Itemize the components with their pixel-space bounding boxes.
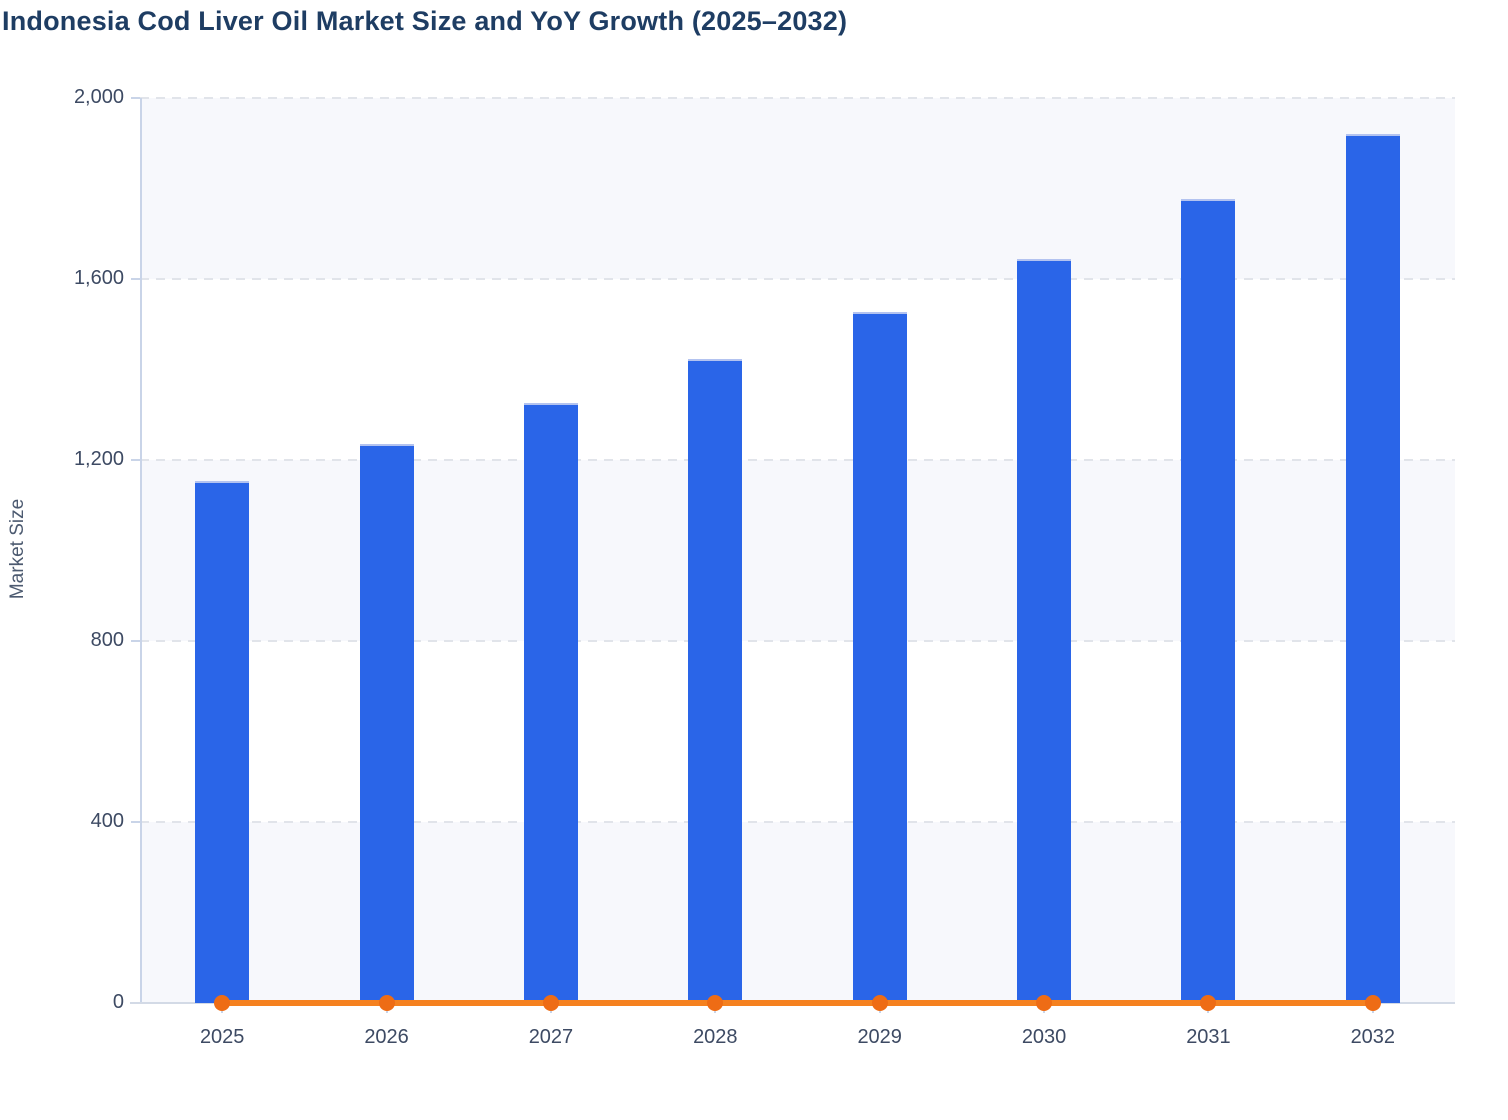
gridline-1200 bbox=[140, 459, 1455, 461]
y-tick-mark-1200 bbox=[131, 459, 140, 461]
plot-band-0 bbox=[140, 822, 1455, 1003]
y-tick-mark-800 bbox=[131, 640, 140, 642]
gridline-800 bbox=[140, 640, 1455, 642]
x-tick-label-2028: 2028 bbox=[693, 1026, 738, 1048]
yoy-marker-2029 bbox=[871, 995, 888, 1011]
bar-2028 bbox=[688, 359, 743, 1003]
yoy-marker-2030 bbox=[1036, 995, 1053, 1011]
yoy-marker-2032 bbox=[1364, 995, 1381, 1011]
x-tick-label-2027: 2027 bbox=[528, 1026, 574, 1048]
bar-2031 bbox=[1181, 198, 1236, 1003]
plot-band-1600 bbox=[140, 98, 1455, 279]
y-tick-label-1600: 1,600 bbox=[73, 267, 124, 289]
y-tick-label-2000: 2,000 bbox=[73, 86, 124, 108]
y-tick-label-400: 400 bbox=[90, 810, 124, 832]
yoy-marker-2025 bbox=[214, 995, 231, 1011]
yoy-marker-2028 bbox=[707, 995, 724, 1011]
yoy-marker-2026 bbox=[378, 995, 395, 1011]
x-tick-label-2029: 2029 bbox=[857, 1026, 902, 1048]
bar-2029 bbox=[852, 312, 907, 1003]
gridline-2000 bbox=[140, 97, 1455, 99]
plot-band-1200 bbox=[140, 279, 1455, 460]
bar-2027 bbox=[523, 402, 578, 1003]
y-axis-title: Market Size bbox=[7, 498, 28, 600]
y-axis-line bbox=[140, 98, 142, 1003]
y-tick-label-800: 800 bbox=[90, 629, 124, 651]
chart-title: Indonesia Cod Liver Oil Market Size and … bbox=[2, 6, 848, 36]
yoy-marker-2031 bbox=[1200, 995, 1217, 1011]
y-tick-label-1200: 1,200 bbox=[73, 448, 124, 470]
y-tick-label-0: 0 bbox=[112, 991, 124, 1013]
bar-2030 bbox=[1017, 259, 1072, 1003]
x-tick-label-2026: 2026 bbox=[364, 1026, 409, 1048]
x-tick-label-2025: 2025 bbox=[199, 1026, 245, 1048]
gridline-1600 bbox=[140, 278, 1455, 280]
x-tick-label-2032: 2032 bbox=[1350, 1026, 1396, 1048]
x-tick-label-2031: 2031 bbox=[1186, 1026, 1231, 1048]
y-tick-mark-2000 bbox=[131, 97, 140, 99]
bar-2032 bbox=[1345, 134, 1400, 1003]
gridline-400 bbox=[140, 821, 1455, 823]
y-tick-mark-1600 bbox=[131, 278, 140, 280]
y-tick-mark-400 bbox=[131, 821, 140, 823]
x-tick-label-2030: 2030 bbox=[1021, 1026, 1067, 1048]
bar-2026 bbox=[359, 444, 414, 1003]
yoy-marker-2027 bbox=[542, 995, 559, 1011]
plot-band-800 bbox=[140, 460, 1455, 641]
plot-band-400 bbox=[140, 641, 1455, 822]
yoy-growth-line bbox=[222, 1000, 1373, 1006]
bar-2025 bbox=[195, 480, 250, 1003]
